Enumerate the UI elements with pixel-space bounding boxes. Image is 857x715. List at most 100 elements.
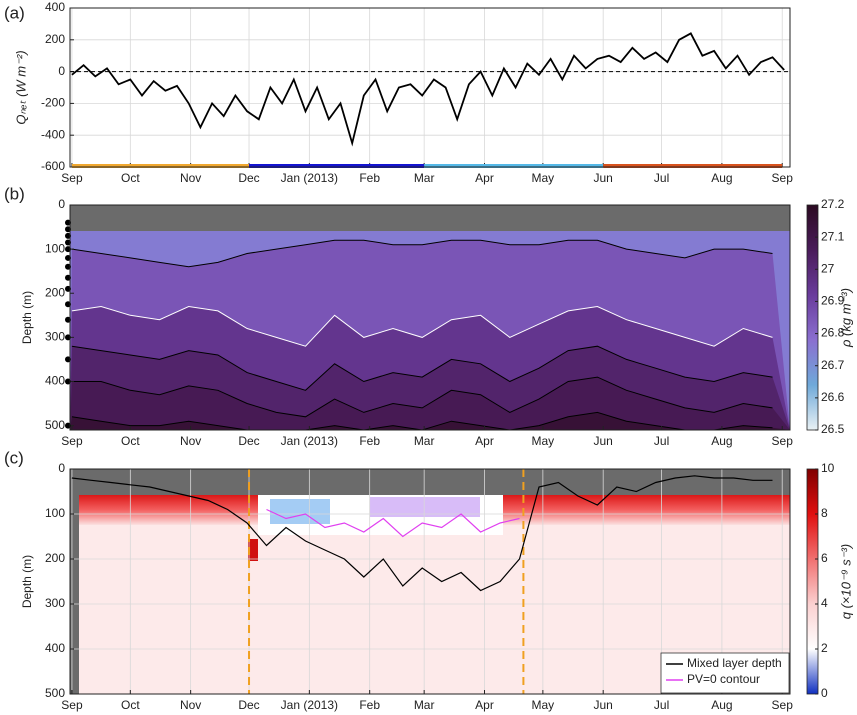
- x-tick-label: Aug: [711, 434, 732, 448]
- x-tick-label: Aug: [711, 171, 732, 185]
- x-tick-label: Nov: [180, 698, 201, 712]
- legend-label: Mixed layer depth: [687, 656, 782, 670]
- panel-label: (b): [4, 184, 25, 203]
- colorbar: [806, 468, 819, 695]
- y-tick-label: 300: [45, 330, 65, 344]
- no-data-left: [70, 469, 79, 694]
- colorbar: [806, 204, 819, 431]
- panel-label: (a): [4, 3, 25, 22]
- line: [266, 508, 520, 538]
- x-tick-label: Jan (2013): [281, 698, 338, 712]
- season-band: [71, 164, 250, 168]
- x-tick-label: Mar: [414, 171, 435, 185]
- colorbar-tick-label: 27: [821, 261, 835, 275]
- x-tick-label: Oct: [121, 171, 140, 185]
- colorbar-tick-label: 26.6: [821, 390, 845, 404]
- x-tick-label: Nov: [180, 434, 201, 448]
- season-band: [424, 164, 604, 168]
- colorbar-tick-label: 2: [821, 641, 828, 655]
- x-tick-label: Dec: [238, 698, 259, 712]
- y-tick-label: 0: [58, 461, 65, 475]
- line: [71, 32, 785, 147]
- y-tick-label: 0: [58, 64, 65, 78]
- y-tick-label: 200: [45, 285, 65, 299]
- x-tick-label: Sep: [772, 171, 794, 185]
- plot-frame: [69, 7, 791, 168]
- y-tick-label: 500: [45, 418, 65, 432]
- x-tick-label: Jul: [654, 171, 669, 185]
- negative-pv-patch: [370, 497, 480, 517]
- y-tick-label: 200: [45, 551, 65, 565]
- x-tick-label: May: [532, 171, 555, 185]
- y-axis-label: Depth (m): [20, 291, 34, 344]
- x-tick-label: Apr: [475, 171, 494, 185]
- y-tick-label: -400: [41, 127, 65, 141]
- x-tick-label: Jan (2013): [281, 434, 338, 448]
- y-tick-label: -600: [41, 159, 65, 173]
- colorbar-label: ρ (kg m⁻³): [838, 288, 853, 348]
- colorbar-tick-label: 26.7: [821, 358, 845, 372]
- colorbar-tick-label: 10: [821, 461, 835, 475]
- y-tick-label: 0: [58, 197, 65, 211]
- x-tick-label: Apr: [475, 698, 494, 712]
- legend-label: PV=0 contour: [687, 672, 760, 686]
- x-tick-label: May: [532, 434, 555, 448]
- negative-pv-patch: [270, 499, 330, 524]
- x-tick-label: Nov: [180, 171, 201, 185]
- colorbar-tick-label: 4: [821, 596, 828, 610]
- x-tick-label: Mar: [414, 698, 435, 712]
- no-data-top: [70, 469, 790, 495]
- legend: [660, 652, 790, 694]
- x-tick-label: Apr: [475, 434, 494, 448]
- x-tick-label: Jan (2013): [281, 171, 338, 185]
- x-tick-label: Jun: [594, 171, 613, 185]
- x-tick-label: Aug: [711, 698, 732, 712]
- colorbar-tick-label: 27.2: [821, 197, 845, 211]
- x-tick-label: Feb: [359, 698, 380, 712]
- y-axis-label: Qₙₑₜ (W m⁻²): [13, 50, 28, 124]
- isopycnal: [71, 376, 773, 418]
- isopycnal: [71, 345, 773, 391]
- isopycnal: [71, 305, 773, 347]
- colorbar-tick-label: 26.9: [821, 294, 845, 308]
- x-tick-label: Sep: [61, 698, 83, 712]
- x-tick-label: Sep: [61, 434, 83, 448]
- season-band: [249, 164, 425, 168]
- plot-frame: [69, 468, 791, 695]
- y-axis-label: Depth (m): [20, 555, 34, 608]
- colorbar-tick-label: 26.5: [821, 422, 845, 436]
- density-layer: [70, 412, 790, 430]
- colorbar-label: q (×10⁻⁹ s⁻³): [838, 544, 853, 620]
- x-tick-label: Sep: [772, 698, 794, 712]
- x-tick-label: Jul: [654, 434, 669, 448]
- y-tick-label: 200: [45, 32, 65, 46]
- x-tick-label: Feb: [359, 434, 380, 448]
- x-tick-label: Feb: [359, 171, 380, 185]
- colorbar-tick-label: 6: [821, 551, 828, 565]
- y-tick-label: 100: [45, 241, 65, 255]
- y-tick-label: 400: [45, 641, 65, 655]
- x-tick-label: Oct: [121, 434, 140, 448]
- x-tick-label: Mar: [414, 434, 435, 448]
- x-tick-label: Oct: [121, 698, 140, 712]
- isopycnal: [71, 239, 773, 268]
- colorbar-tick-label: 8: [821, 506, 828, 520]
- panel: Sep Oct Nov Dec Jan (2013) Feb Mar Apr May Jun Jul…: [4, 0, 793, 185]
- panel: Sep Oct Nov Dec Jan (2013) Feb Mar Apr May Jun Jul…: [4, 184, 853, 448]
- line: [71, 475, 773, 592]
- colorbar-tick-label: 27.1: [821, 229, 845, 243]
- x-tick-label: Jun: [594, 698, 613, 712]
- panel: Sep Oct Nov Dec Jan (2013) Feb Mar Apr May Jun Jul…: [4, 448, 853, 712]
- x-tick-label: Sep: [61, 171, 83, 185]
- x-tick-label: Dec: [238, 171, 259, 185]
- y-tick-label: -200: [41, 96, 65, 110]
- y-tick-label: 400: [45, 0, 65, 14]
- panel-label: (c): [4, 448, 24, 467]
- y-tick-label: 400: [45, 374, 65, 388]
- x-tick-label: Dec: [238, 434, 259, 448]
- colorbar-tick-label: 26.8: [821, 326, 845, 340]
- x-tick-label: May: [532, 698, 555, 712]
- high-pv-spot: [248, 539, 258, 561]
- plot-frame: [69, 204, 791, 431]
